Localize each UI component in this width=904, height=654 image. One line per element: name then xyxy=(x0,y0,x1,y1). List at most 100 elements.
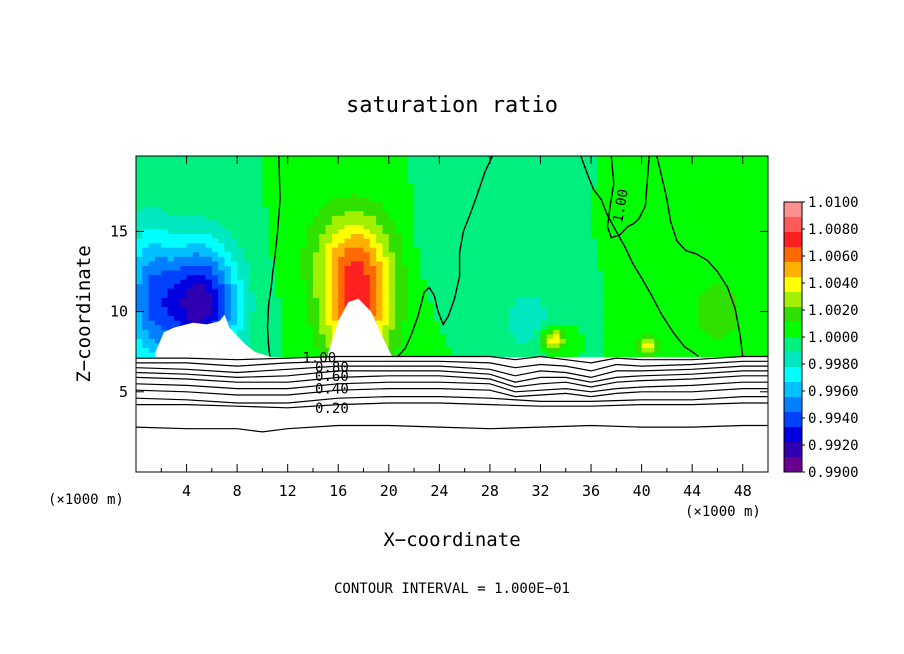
field-cell xyxy=(704,315,712,321)
field-cell xyxy=(616,238,624,244)
field-cell xyxy=(173,156,181,162)
field-cell xyxy=(755,251,763,257)
field-cell xyxy=(426,333,434,339)
field-cell xyxy=(167,306,175,312)
field-cell xyxy=(136,197,143,203)
field-cell xyxy=(534,342,542,348)
field-cell xyxy=(628,187,636,194)
field-cell xyxy=(565,260,573,266)
field-cell xyxy=(357,265,365,271)
field-cell xyxy=(565,242,573,248)
field-cell xyxy=(363,197,371,203)
field-cell xyxy=(154,279,162,285)
field-cell xyxy=(742,178,750,184)
field-cell xyxy=(641,315,649,321)
field-cell xyxy=(534,265,542,271)
field-cell xyxy=(186,228,194,235)
field-cell xyxy=(711,256,719,262)
field-cell xyxy=(515,351,523,358)
field-cell xyxy=(704,351,712,358)
field-cell xyxy=(761,169,768,175)
field-cell xyxy=(420,215,428,221)
field-cell xyxy=(268,301,276,307)
field-cell xyxy=(294,174,301,180)
field-cell xyxy=(439,288,447,294)
field-cell xyxy=(515,256,523,262)
field-cell xyxy=(666,210,674,216)
field-cell xyxy=(540,329,548,335)
field-cell xyxy=(300,265,308,271)
field-cell xyxy=(660,292,668,298)
field-cell xyxy=(464,178,472,184)
field-cell xyxy=(363,156,371,162)
field-cell xyxy=(458,288,466,294)
field-cell xyxy=(597,320,605,326)
field-cell xyxy=(319,292,327,298)
field-cell xyxy=(666,233,674,239)
field-cell xyxy=(382,206,390,212)
field-cell xyxy=(647,274,655,280)
field-cell xyxy=(395,201,403,207)
field-cell xyxy=(628,201,636,207)
field-cell xyxy=(173,219,181,225)
field-cell xyxy=(275,174,282,180)
field-cell xyxy=(515,310,523,317)
field-cell xyxy=(660,210,668,216)
plot-area: 1.001.000.800.600.400.20 4 8 12 16 20 24 28 32 3… xyxy=(110,155,769,500)
field-cell xyxy=(723,256,731,262)
field-cell xyxy=(331,233,339,239)
field-cell xyxy=(300,206,308,212)
field-cell xyxy=(199,210,207,216)
field-cell xyxy=(546,187,554,194)
field-cell xyxy=(616,192,624,198)
field-cell xyxy=(755,160,763,166)
field-cell xyxy=(452,256,459,262)
field-cell xyxy=(350,256,358,262)
field-cell xyxy=(736,197,744,203)
field-cell xyxy=(395,297,403,303)
field-cell xyxy=(388,247,396,253)
field-cell xyxy=(641,228,649,235)
field-cell xyxy=(148,224,156,230)
field-cell xyxy=(698,274,706,280)
field-cell xyxy=(306,238,314,244)
field-cell xyxy=(420,247,428,253)
field-cell xyxy=(502,292,510,298)
contour-label: 1.00 xyxy=(302,350,336,366)
field-cell xyxy=(287,320,295,326)
field-cell xyxy=(685,178,693,184)
field-cell xyxy=(306,224,314,230)
field-cell xyxy=(249,219,257,225)
field-cell xyxy=(230,260,238,266)
colorbar-swatch xyxy=(784,202,802,218)
field-cell xyxy=(591,183,598,189)
field-cell xyxy=(755,224,763,230)
field-cell xyxy=(224,283,232,289)
field-cell xyxy=(730,260,737,266)
field-cell xyxy=(388,224,396,230)
field-cell xyxy=(445,160,453,166)
field-cell xyxy=(660,201,668,207)
field-cell xyxy=(521,306,529,312)
contour-line xyxy=(136,396,768,404)
field-cell xyxy=(730,165,737,171)
field-cell xyxy=(300,324,308,330)
field-cell xyxy=(559,310,567,317)
field-cell xyxy=(666,187,674,194)
field-cell xyxy=(546,206,554,212)
field-cell xyxy=(489,197,497,203)
field-cell xyxy=(717,215,725,221)
field-cell xyxy=(489,201,497,207)
field-cell xyxy=(553,324,561,330)
field-cell xyxy=(597,351,605,358)
field-cell xyxy=(230,315,238,321)
field-cell xyxy=(281,297,289,303)
field-cell xyxy=(287,197,295,203)
field-cell xyxy=(136,247,143,253)
field-cell xyxy=(508,242,516,248)
field-cell xyxy=(540,342,548,348)
field-cell xyxy=(641,269,649,276)
field-cell xyxy=(736,342,744,348)
field-cell xyxy=(660,279,668,285)
colorbar: 1.01001.00801.00601.00401.00201.00000.99… xyxy=(783,195,859,481)
